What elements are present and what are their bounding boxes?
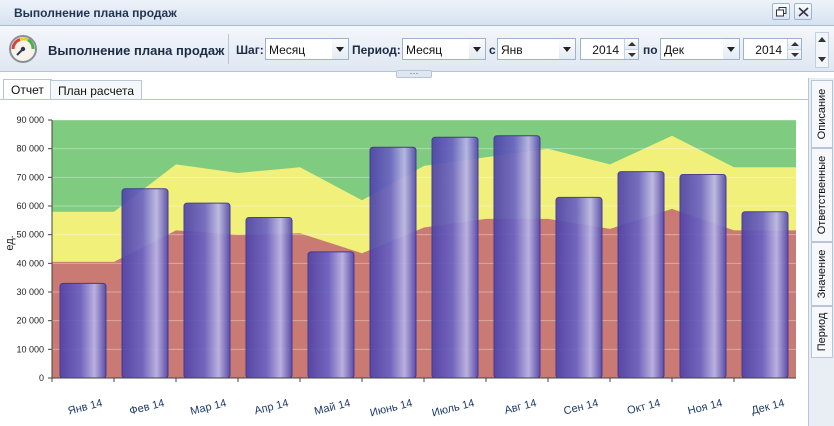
to-label: по	[643, 43, 658, 57]
report-toolbar: Выполнение плана продаж Шаг: Месяц Перио…	[0, 26, 834, 72]
report-tabs: Отчет План расчета	[0, 78, 808, 100]
gauge-icon	[9, 35, 37, 63]
step-label: Шаг:	[236, 43, 264, 57]
close-button[interactable]	[794, 3, 812, 20]
step-value: Месяц	[269, 43, 306, 57]
bar-11	[741, 211, 789, 379]
report-title: Выполнение плана продаж	[48, 43, 225, 58]
x-tick-label: Авг 14	[503, 397, 537, 417]
chevron-down-icon[interactable]	[723, 39, 739, 59]
x-tick-label: Дек 14	[750, 397, 786, 417]
side-tab-label: Ответственные	[816, 155, 828, 235]
spin-up-button[interactable]	[787, 39, 801, 49]
restore-icon	[776, 7, 787, 17]
y-tick-label: 40 000	[16, 258, 44, 268]
from-year-spinner[interactable]: 2014	[580, 38, 639, 60]
step-select[interactable]: Месяц	[265, 38, 349, 60]
tab-calculation-plan[interactable]: План расчета	[50, 80, 143, 100]
chart-panel: 0 10 000 20 000 30 000 40 000 50 000 60 000 70 …	[0, 99, 808, 426]
y-axis-label: ед.	[4, 235, 16, 250]
y-tick-label: 10 000	[16, 344, 44, 354]
side-tab-label: Значение	[816, 249, 828, 299]
y-tick-label: 80 000	[16, 144, 44, 154]
spin-down-button[interactable]	[787, 49, 801, 59]
from-year-value: 2014	[592, 43, 619, 57]
to-month-value: Дек	[664, 43, 685, 57]
y-tick-label: 30 000	[16, 287, 44, 297]
period-select[interactable]: Месяц	[402, 38, 486, 60]
splitter-grip[interactable]: ···	[396, 69, 432, 78]
restore-button[interactable]	[772, 3, 790, 20]
bar-2	[183, 202, 231, 379]
x-tick-label: Апр 14	[253, 397, 290, 417]
toolbar-separator	[228, 34, 229, 64]
to-year-value: 2014	[755, 43, 782, 57]
x-tick-label: Мар 14	[189, 397, 228, 418]
bar-5	[369, 146, 417, 379]
tab-report[interactable]: Отчет	[3, 79, 52, 100]
side-tab-label: Период	[816, 312, 828, 352]
chevron-down-icon[interactable]	[332, 39, 348, 59]
x-tick-label: Фев 14	[128, 397, 165, 417]
x-tick-label: Июнь 14	[369, 397, 414, 419]
side-tab-value[interactable]: Значение	[811, 242, 833, 306]
y-tick-label: 0	[39, 373, 44, 383]
y-tick-label: 60 000	[16, 201, 44, 211]
toolbar-scrollbar[interactable]	[815, 32, 829, 68]
scroll-down-icon[interactable]	[818, 57, 826, 62]
window-title: Выполнение плана продаж	[14, 6, 177, 20]
side-tab-label: Описание	[816, 88, 828, 140]
bar-10	[679, 173, 727, 379]
y-tick-label: 70 000	[16, 172, 44, 182]
y-tick-label: 90 000	[16, 115, 44, 125]
x-tick-label: Сен 14	[562, 397, 599, 417]
bar-7	[493, 135, 541, 379]
bar-8	[555, 196, 603, 379]
period-label: Период:	[352, 43, 401, 57]
bar-4	[307, 251, 355, 379]
window-titlebar: Выполнение плана продаж	[0, 0, 834, 26]
x-tick-label: Ноя 14	[687, 397, 724, 417]
bar-1	[121, 188, 169, 379]
to-month-select[interactable]: Дек	[660, 38, 740, 60]
sales-plan-chart: 0 10 000 20 000 30 000 40 000 50 000 60 000 70 …	[4, 115, 796, 419]
side-tab-responsible[interactable]: Ответственные	[811, 148, 833, 242]
from-month-select[interactable]: Янв	[497, 38, 576, 60]
bar-3	[245, 216, 293, 379]
side-tab-description[interactable]: Описание	[811, 80, 833, 148]
x-tick-label: Янв 14	[67, 397, 104, 417]
x-tick-label: Май 14	[313, 397, 352, 418]
to-year-spinner[interactable]: 2014	[743, 38, 802, 60]
bar-9	[617, 171, 665, 379]
spin-down-button[interactable]	[624, 49, 638, 59]
scroll-up-icon[interactable]	[818, 37, 826, 42]
spin-up-button[interactable]	[624, 39, 638, 49]
period-value: Месяц	[406, 43, 443, 57]
y-tick-label: 50 000	[16, 230, 44, 240]
x-tick-label: Окт 14	[626, 397, 662, 417]
close-icon	[798, 7, 809, 17]
bar-0	[59, 282, 107, 379]
from-month-value: Янв	[501, 43, 523, 57]
plan-band-red	[52, 208, 796, 378]
chevron-down-icon[interactable]	[559, 39, 575, 59]
chevron-down-icon[interactable]	[469, 39, 485, 59]
x-tick-label: Июль 14	[431, 397, 476, 419]
from-label: с	[489, 43, 496, 57]
side-tab-period[interactable]: Период	[811, 306, 833, 358]
side-tab-panel: Описание Ответственные Значение Период	[808, 78, 834, 426]
y-tick-label: 20 000	[16, 316, 44, 326]
bar-6	[431, 136, 479, 379]
